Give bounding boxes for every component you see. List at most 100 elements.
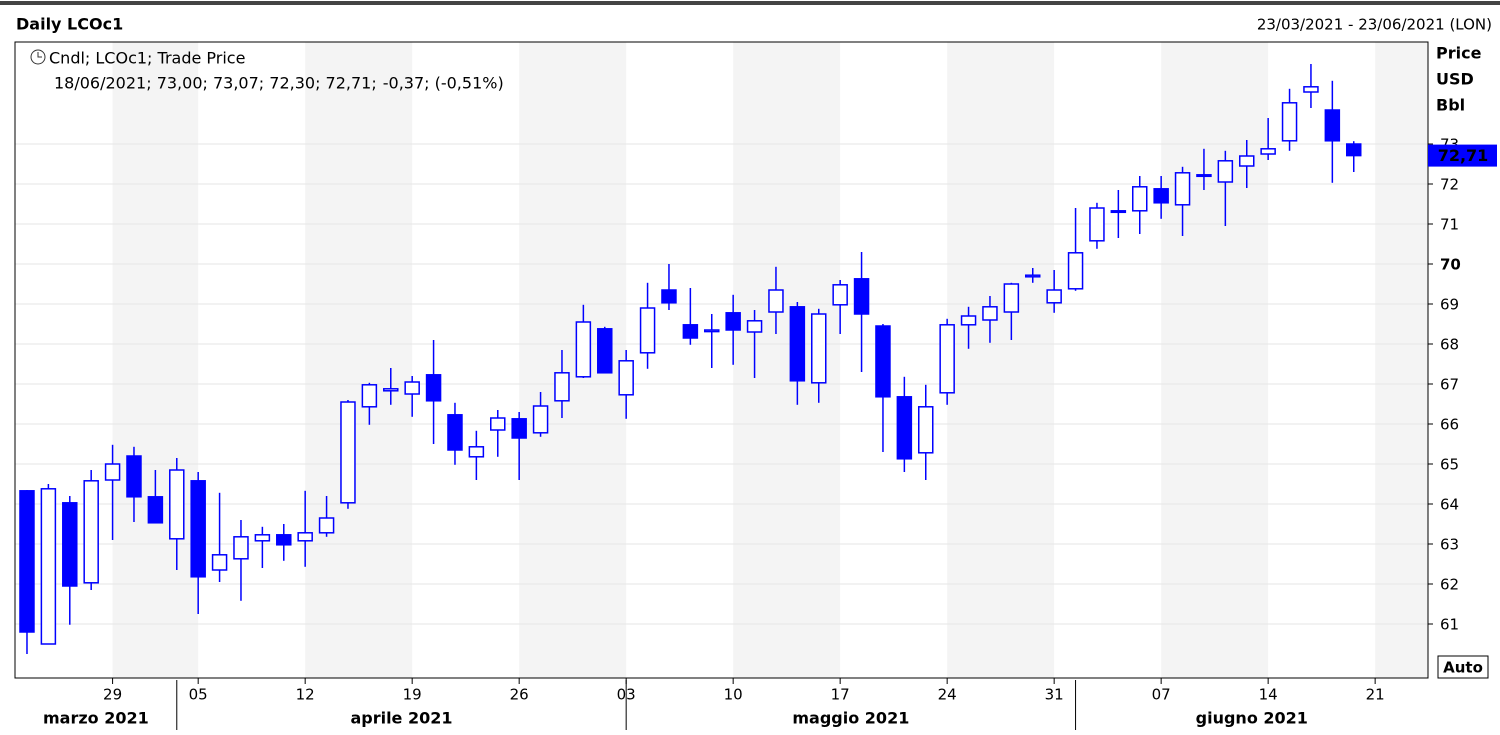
legend-icon-hands [37,52,42,58]
y-tick-label: 67 [1440,376,1459,394]
candle-body [918,406,934,454]
week-band [1375,42,1428,678]
x-tick-label: 07 [1152,686,1171,704]
candle-body [1132,186,1148,212]
candle-body [597,328,613,374]
candle-body [575,321,592,378]
y-tick-label: 65 [1440,456,1459,474]
candle-body [939,324,955,394]
candle-body [1281,102,1298,142]
month-label: aprile 2021 [350,709,452,728]
candle-body [169,469,185,540]
y-tick-label: 64 [1440,496,1459,514]
candle-body [1196,174,1212,178]
candle-body [1174,172,1191,206]
legend: Cndl; LCOc1; Trade Price [49,49,245,68]
x-tick-label: 14 [1259,686,1278,704]
candle-body [276,534,292,546]
month-label: marzo 2021 [43,709,149,728]
candle-body [982,306,998,321]
last-price-label: 72,71 [1438,146,1489,165]
candle-body [233,536,249,560]
candle-body [468,446,485,458]
candle-body [1303,86,1319,93]
candle-body [832,284,848,306]
x-tick-label: 12 [296,686,315,704]
candle-body [211,554,228,571]
candle-body [532,405,549,434]
candle-body [1345,143,1362,157]
y-tick-label: 63 [1440,536,1459,554]
candle-body [254,534,271,542]
info-line: 18/06/2021; 73,00; 73,07; 72,30; 72,71; [54,74,377,93]
scale-mode-box [1437,655,1489,679]
candle-body [83,480,99,584]
x-tick-label: 17 [831,686,850,704]
candle-body [447,414,463,451]
candle-body [768,289,784,313]
x-tick-label: 31 [1045,686,1064,704]
candle-body [126,455,142,498]
candle-body [383,388,399,392]
candle-body [425,374,442,402]
candle-body [896,396,913,460]
candle-body [1324,109,1341,142]
candle-body [853,278,870,315]
week-band [947,42,1055,678]
candle-body [104,463,121,481]
candle-body [1025,274,1041,278]
y-tick-label: 66 [1440,416,1459,434]
x-tick-label: 29 [103,686,122,704]
candle-body [1110,210,1127,214]
x-tick-label: 05 [189,686,208,704]
axis-label: USD [1436,70,1474,89]
candle-body [40,488,57,645]
y-tick-label: 71 [1440,216,1459,234]
x-tick-label: 19 [403,686,422,704]
month-label: maggio 2021 [792,709,909,728]
candle-body [875,325,891,398]
week-band [112,42,199,678]
candle-body [1003,283,1020,313]
x-tick-label: 24 [938,686,957,704]
scale-mode: Auto [1443,659,1483,677]
candle-body [1260,148,1276,155]
candle-body [340,401,356,504]
y-tick-label: 69 [1440,296,1459,314]
candle-body [297,532,313,542]
axis-label: Bbl [1436,96,1465,115]
candle-body [1238,155,1255,167]
candle-body [789,306,806,382]
candle-body [318,517,335,534]
candle-body [1153,188,1169,204]
candle-body [682,324,699,339]
candle-body [746,320,763,333]
week-band [305,42,413,678]
candle-body [19,490,35,633]
candle-body [1089,207,1105,242]
date-range: 23/03/2021 - 23/06/2021 (LON) [1257,16,1492,34]
x-tick-label: 21 [1366,686,1385,704]
axis-label: Price [1436,44,1482,63]
candle-body [404,381,420,395]
month-label: giugno 2021 [1196,709,1308,728]
y-tick-label: 72 [1440,176,1459,194]
candle-body [62,502,78,587]
candle-body [1046,289,1062,304]
y-tick-label: 62 [1440,576,1459,594]
candle-body [190,480,206,578]
week-band [1161,42,1269,678]
x-tick-label: 10 [724,686,743,704]
candle-body [1067,252,1084,290]
candle-body [960,315,977,326]
candle-body [511,418,527,439]
candle-body [811,313,827,384]
candle-body [147,496,164,524]
y-tick-label: 68 [1440,336,1459,354]
candle-body [361,384,378,408]
candle-body [639,307,656,354]
chart-title: Daily LCOc1 [16,15,123,34]
candle-body [704,329,720,333]
y-tick-label: 70 [1440,256,1461,274]
